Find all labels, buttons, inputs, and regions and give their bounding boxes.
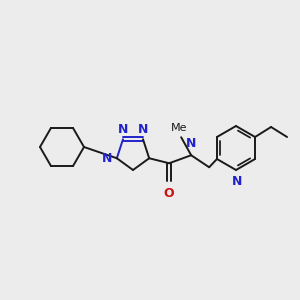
Text: N: N — [186, 137, 196, 150]
Text: N: N — [118, 123, 128, 136]
Text: O: O — [164, 187, 175, 200]
Text: N: N — [101, 152, 112, 165]
Text: N: N — [232, 175, 242, 188]
Text: N: N — [138, 123, 148, 136]
Text: Me: Me — [171, 123, 188, 133]
